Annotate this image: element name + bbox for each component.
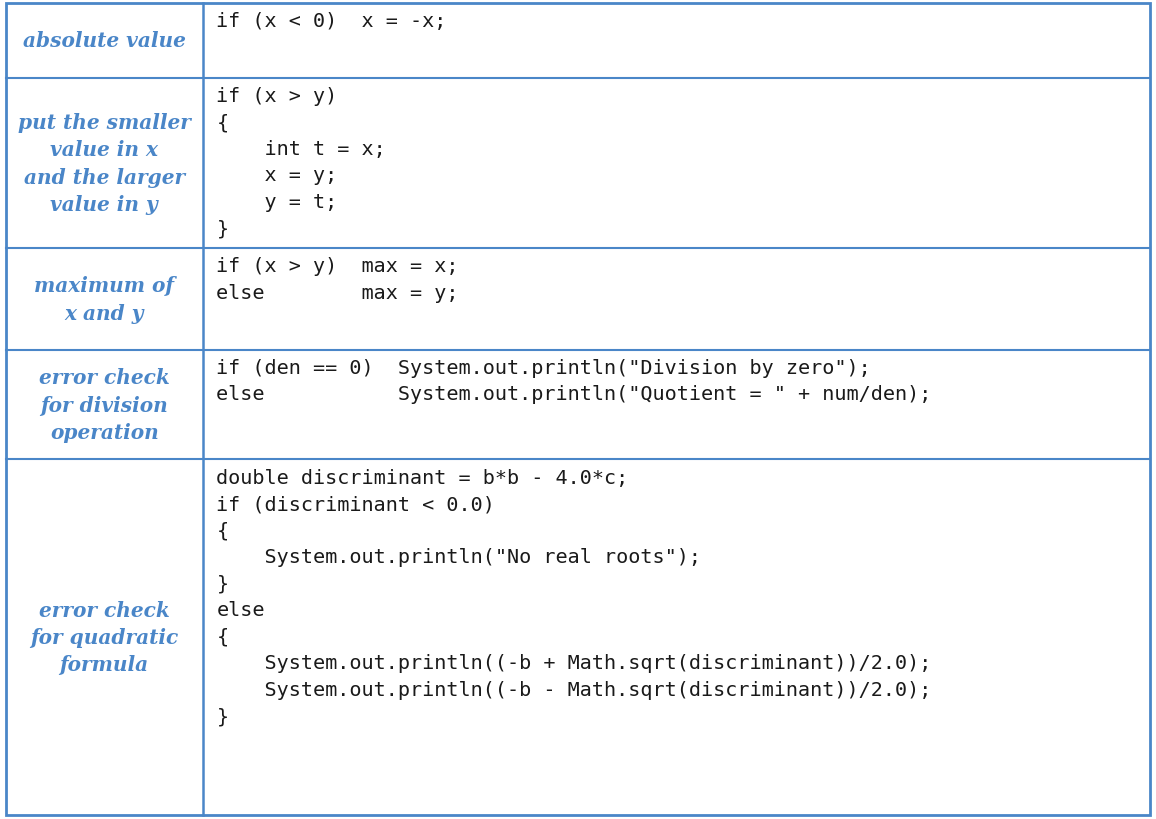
Text: if (x < 0)  x = -x;: if (x < 0) x = -x; xyxy=(216,12,447,31)
Text: double discriminant = b*b - 4.0*c;
if (discriminant < 0.0)
{
    System.out.prin: double discriminant = b*b - 4.0*c; if (d… xyxy=(216,468,932,725)
Text: absolute value: absolute value xyxy=(23,31,186,52)
Text: if (x > y)
{
    int t = x;
    x = y;
    y = t;
}: if (x > y) { int t = x; x = y; y = t; } xyxy=(216,87,386,238)
Text: put the smaller
value in x
and the larger
value in y: put the smaller value in x and the large… xyxy=(17,113,191,215)
Text: error check
for quadratic
formula: error check for quadratic formula xyxy=(30,600,178,675)
Text: error check
for division
operation: error check for division operation xyxy=(39,368,170,442)
Text: maximum of
x and y: maximum of x and y xyxy=(35,276,175,324)
Text: if (x > y)  max = x;
else        max = y;: if (x > y) max = x; else max = y; xyxy=(216,257,459,302)
Text: if (den == 0)  System.out.println("Division by zero");
else           System.out: if (den == 0) System.out.println("Divisi… xyxy=(216,359,932,404)
